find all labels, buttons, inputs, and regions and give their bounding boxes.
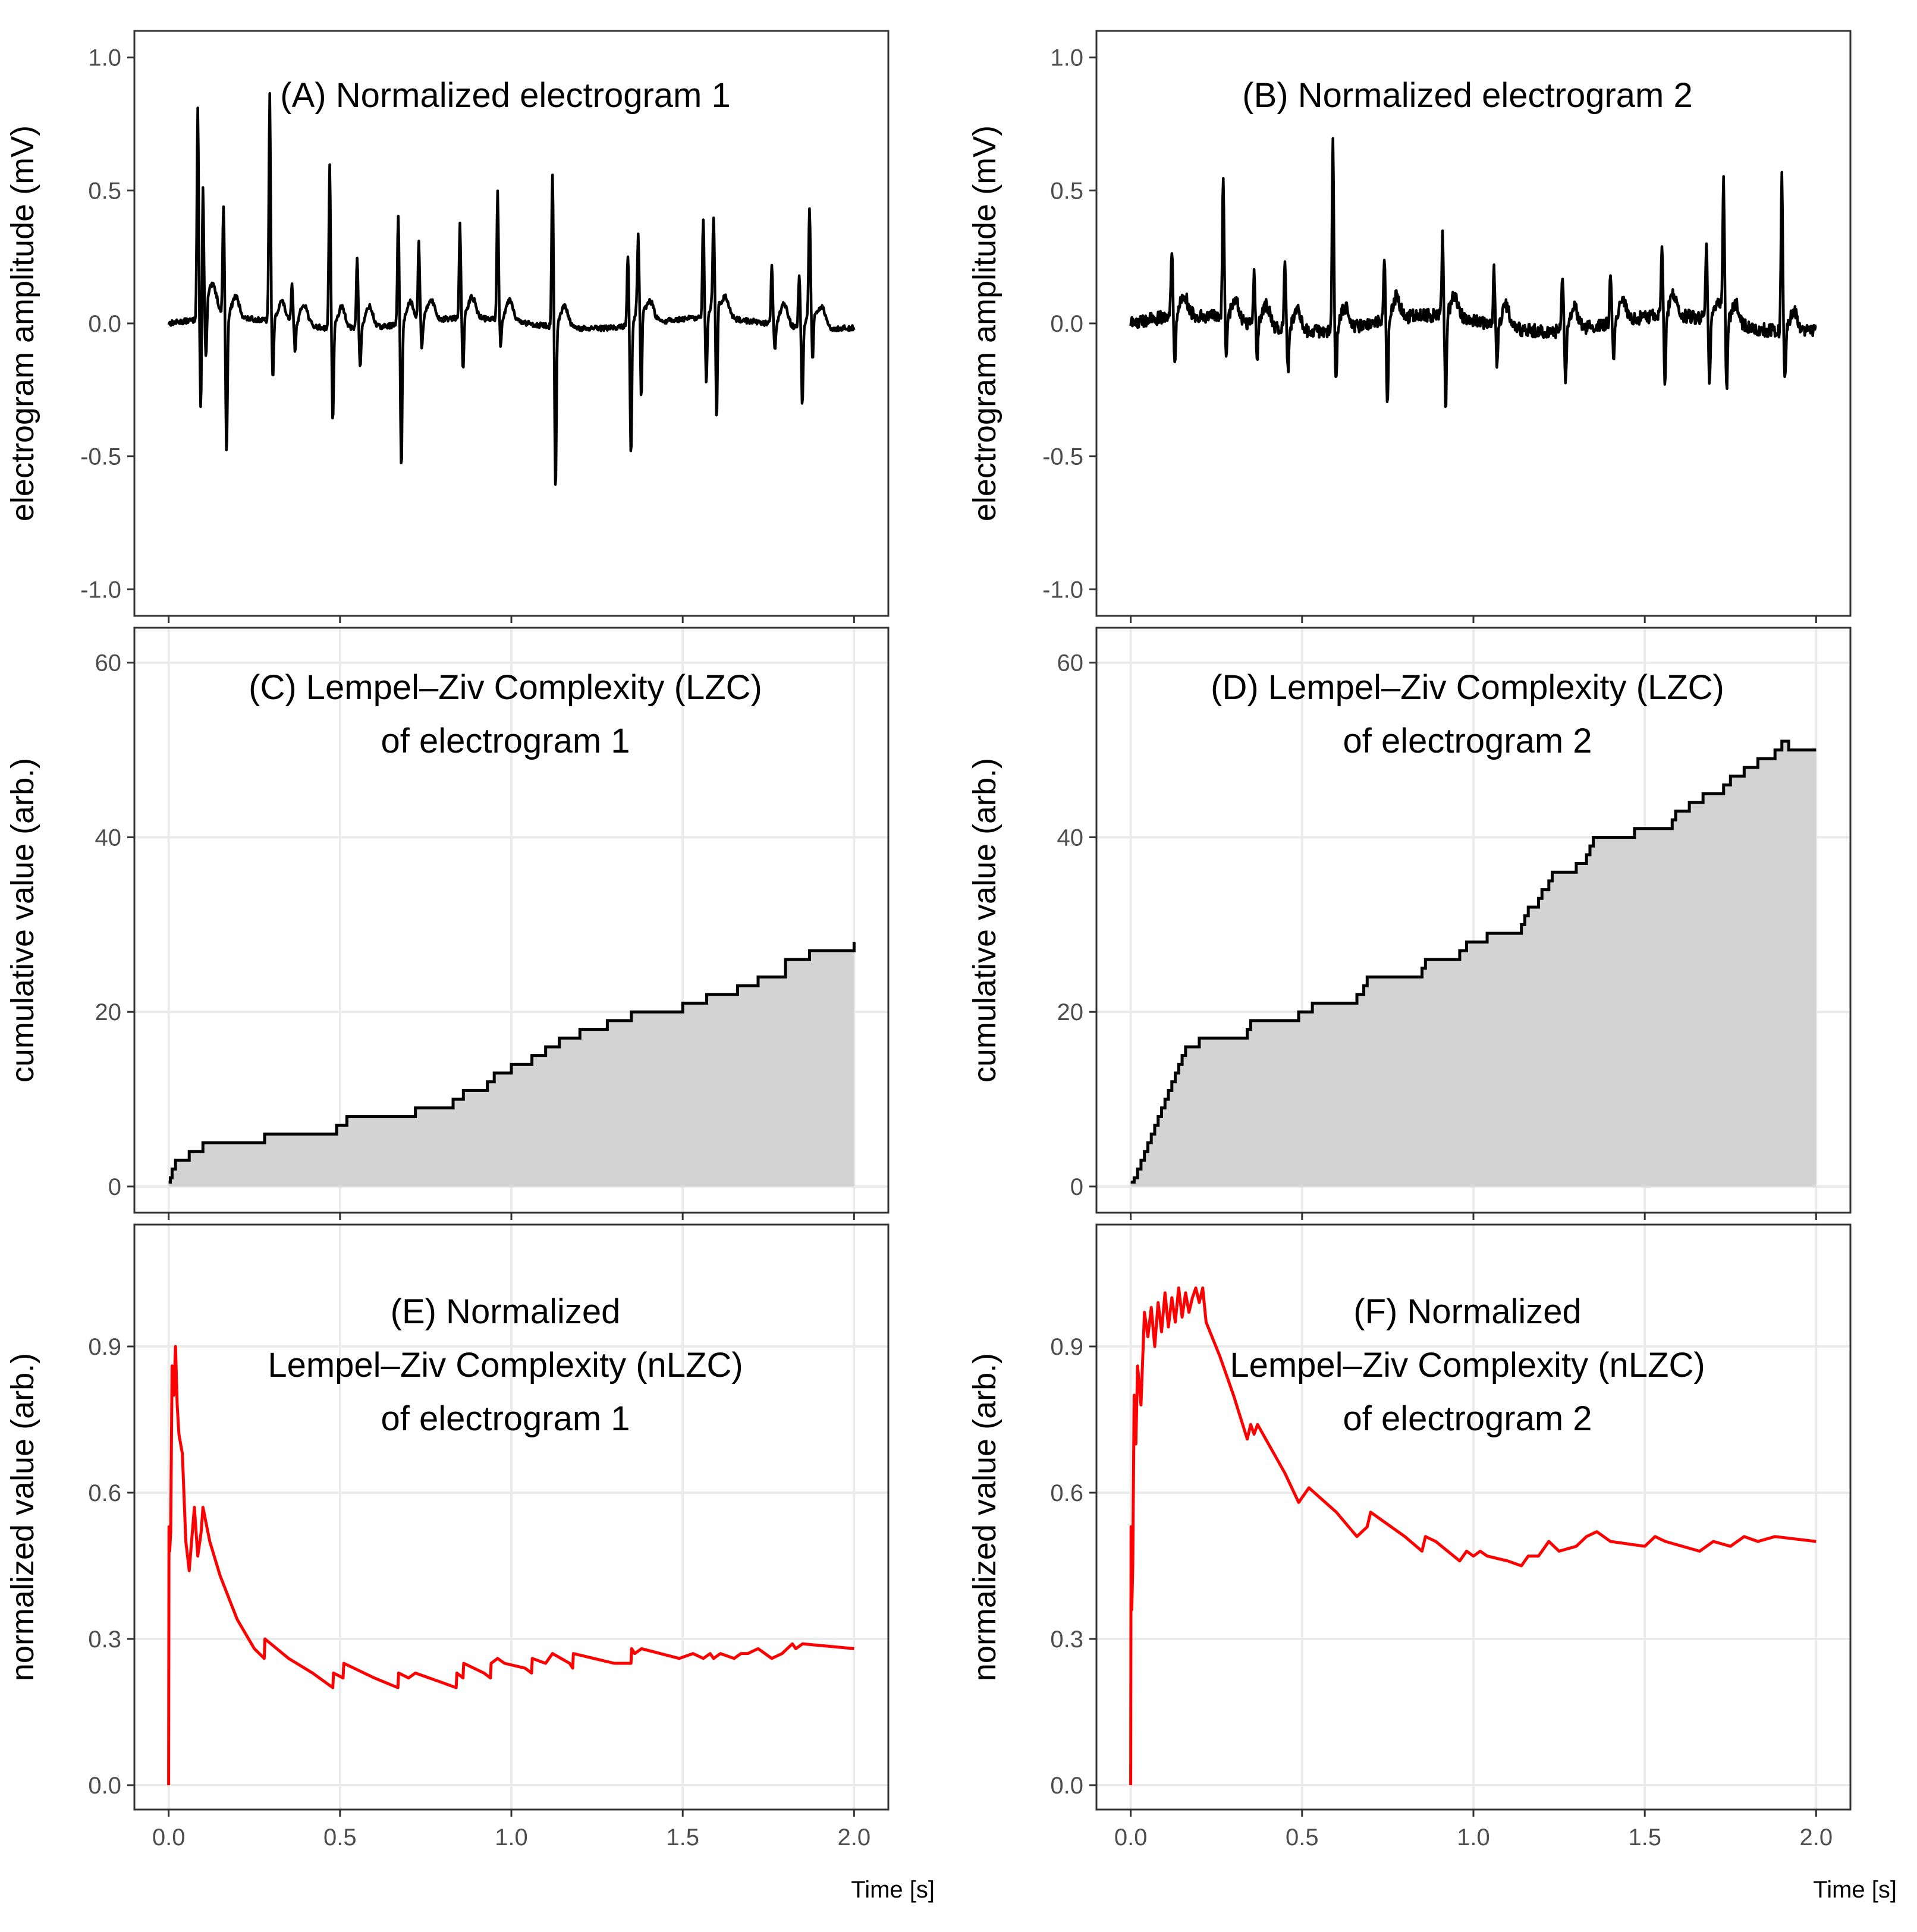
panel-title-line: Lempel–Ziv Complexity (nLZC) xyxy=(268,1346,743,1385)
panel-d: 0 20 40 60 cumulative value (arb.) (D) Lempel… xyxy=(967,627,1852,1220)
y-tick-label: 0.5 xyxy=(1050,178,1083,204)
y-tick-label: 0.0 xyxy=(1050,311,1083,337)
y-tick-label: 0.3 xyxy=(88,1626,121,1653)
panel-title-line: Lempel–Ziv Complexity (nLZC) xyxy=(1230,1346,1705,1385)
x-tick-label: 1.5 xyxy=(666,1824,699,1851)
lzc-area xyxy=(1130,741,1817,1187)
panel-c: 0 20 40 60 cumulative value (arb.) (C) Lempel… xyxy=(5,627,890,1220)
y-tick-label: 1.0 xyxy=(1050,45,1083,71)
panel-b: -1.0 -0.5 0.0 0.5 1.0 electrogram amplitude (… xyxy=(967,30,1852,623)
panel-f: 0.0 0.3 0.6 0.9 0.0 0.5 1.0 1.5 2.0 normalized va… xyxy=(967,1223,1897,1903)
y-axis-title: normalized value (arb.) xyxy=(967,1353,1003,1681)
electrogram-trace xyxy=(167,92,856,486)
panel-e: 0.0 0.3 0.6 0.9 0.0 0.5 1.0 1.5 2.0 normalized va… xyxy=(5,1223,935,1903)
x-tick-label: 1.0 xyxy=(1457,1824,1490,1851)
series xyxy=(1130,740,1817,1187)
panel-a: -1.0 -0.5 0.0 0.5 1.0 electrogram amplitude (… xyxy=(5,30,890,623)
panel-title-line: of electrogram 1 xyxy=(381,1399,630,1438)
y-tick-label: 1.0 xyxy=(88,45,121,71)
x-tick-label: 1.0 xyxy=(495,1824,528,1851)
y-axis-title: electrogram amplitude (mV) xyxy=(967,125,1003,521)
series xyxy=(1129,1286,1817,1786)
x-tick-label: 2.0 xyxy=(1800,1824,1833,1851)
series xyxy=(168,942,856,1187)
panel-title-line: (C) Lempel–Ziv Complexity (LZC) xyxy=(249,668,762,707)
x-tick-label: 1.5 xyxy=(1628,1824,1661,1851)
x-tick-label: 0.0 xyxy=(1114,1824,1148,1851)
y-tick-label: 0.9 xyxy=(88,1334,121,1360)
panel-title-line: of electrogram 1 xyxy=(381,722,630,760)
panel-title-line: (F) Normalized xyxy=(1353,1292,1582,1331)
panel-title-line: (A) Normalized electrogram 1 xyxy=(280,76,730,115)
electrogram-trace xyxy=(1129,137,1817,408)
y-tick-label: 0.6 xyxy=(1050,1480,1083,1506)
x-tick-label: 0.0 xyxy=(152,1824,186,1851)
x-axis-title: Time [s] xyxy=(1813,1877,1897,1903)
y-axis-title: cumulative value (arb.) xyxy=(967,758,1003,1083)
panel-title-line: of electrogram 2 xyxy=(1343,1399,1592,1438)
x-tick-label: 0.5 xyxy=(323,1824,357,1851)
panel-title-line: of electrogram 2 xyxy=(1343,722,1592,760)
y-tick-label: 0.5 xyxy=(88,178,121,204)
y-tick-label: -1.0 xyxy=(1042,577,1083,603)
y-tick-label: 60 xyxy=(95,650,122,676)
x-tick-label: 0.5 xyxy=(1286,1824,1319,1851)
y-tick-label: -0.5 xyxy=(1042,444,1083,470)
y-tick-label: 40 xyxy=(1057,825,1084,851)
panel-title-line: (D) Lempel–Ziv Complexity (LZC) xyxy=(1211,668,1724,707)
y-tick-label: -1.0 xyxy=(80,577,121,603)
panels: -1.0 -0.5 0.0 0.5 1.0 electrogram amplitude (… xyxy=(5,30,1897,1903)
y-tick-label: 0 xyxy=(108,1174,121,1200)
series xyxy=(167,1345,854,1786)
y-axis-title: normalized value (arb.) xyxy=(5,1353,40,1681)
nlzc-line xyxy=(1129,1286,1817,1786)
y-tick-label: 0 xyxy=(1070,1174,1083,1200)
y-tick-label: 0.6 xyxy=(88,1480,121,1506)
gridlines xyxy=(1096,1225,1850,1810)
nlzc-line xyxy=(167,1345,854,1786)
y-tick-label: 0.0 xyxy=(88,311,121,337)
x-axis-title: Time [s] xyxy=(851,1877,935,1903)
y-tick-label: 0.3 xyxy=(1050,1626,1083,1653)
lzc-step-line xyxy=(168,942,856,1184)
y-tick-label: -0.5 xyxy=(80,444,121,470)
x-tick-label: 2.0 xyxy=(838,1824,871,1851)
y-tick-label: 0.0 xyxy=(1050,1773,1083,1799)
y-axis-title: electrogram amplitude (mV) xyxy=(5,125,40,521)
panel-title-line: (B) Normalized electrogram 2 xyxy=(1242,76,1692,115)
y-tick-label: 40 xyxy=(95,825,122,851)
panel-background xyxy=(134,31,888,616)
y-tick-label: 60 xyxy=(1057,650,1084,676)
lzc-step-line xyxy=(1130,740,1817,1184)
series xyxy=(167,92,856,486)
panel-title-line: (E) Normalized xyxy=(391,1292,621,1331)
y-tick-label: 20 xyxy=(95,999,122,1025)
y-axis-title: cumulative value (arb.) xyxy=(5,758,40,1083)
y-tick-label: 0.9 xyxy=(1050,1334,1083,1360)
y-tick-label: 20 xyxy=(1057,999,1084,1025)
y-tick-label: 0.0 xyxy=(88,1773,121,1799)
series xyxy=(1129,137,1817,408)
